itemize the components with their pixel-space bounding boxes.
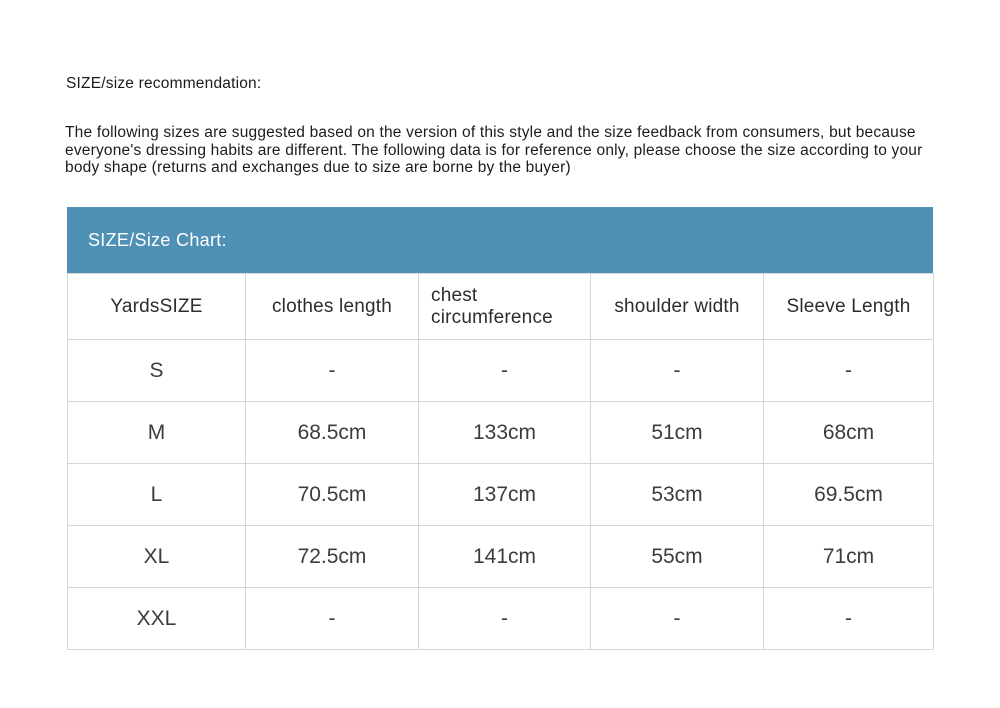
cell-clothes-length: 68.5cm [245, 401, 419, 464]
cell-size: M [67, 401, 246, 464]
cell-shoulder-width: - [590, 587, 764, 650]
cell-clothes-length: 70.5cm [245, 463, 419, 526]
column-header-chest-circumference: chest circumference [418, 273, 591, 340]
column-header-sleeve-length: Sleeve Length [763, 273, 934, 340]
table-row-xxl: XXL - - - - [67, 587, 934, 650]
size-disclaimer-text: The following sizes are suggested based … [65, 124, 923, 176]
cell-shoulder-width: 51cm [590, 401, 764, 464]
cell-shoulder-width: 55cm [590, 525, 764, 588]
cell-size: XL [67, 525, 246, 588]
cell-shoulder-width: 53cm [590, 463, 764, 526]
table-header-row: YardsSIZE clothes length chest circumfer… [67, 273, 934, 340]
table-row-m: M 68.5cm 133cm 51cm 68cm [67, 401, 934, 464]
cell-sleeve-length: 69.5cm [763, 463, 934, 526]
column-header-clothes-length: clothes length [245, 273, 419, 340]
cell-size: S [67, 339, 246, 402]
cell-chest-circumference: 141cm [418, 525, 591, 588]
size-chart-title: SIZE/Size Chart: [88, 229, 227, 250]
cell-sleeve-length: - [763, 587, 934, 650]
cell-chest-circumference: - [418, 587, 591, 650]
size-chart-table: YardsSIZE clothes length chest circumfer… [67, 273, 934, 650]
cell-clothes-length: - [245, 587, 419, 650]
cell-size: XXL [67, 587, 246, 650]
cell-clothes-length: - [245, 339, 419, 402]
table-row-l: L 70.5cm 137cm 53cm 69.5cm [67, 463, 934, 526]
cell-size: L [67, 463, 246, 526]
cell-chest-circumference: - [418, 339, 591, 402]
table-row-s: S - - - - [67, 339, 934, 402]
cell-chest-circumference: 137cm [418, 463, 591, 526]
cell-shoulder-width: - [590, 339, 764, 402]
column-header-shoulder-width: shoulder width [590, 273, 764, 340]
column-header-size: YardsSIZE [67, 273, 246, 340]
cell-sleeve-length: - [763, 339, 934, 402]
table-row-xl: XL 72.5cm 141cm 55cm 71cm [67, 525, 934, 588]
size-chart-title-bar: SIZE/Size Chart: [67, 207, 933, 273]
cell-clothes-length: 72.5cm [245, 525, 419, 588]
cell-sleeve-length: 71cm [763, 525, 934, 588]
cell-chest-circumference: 133cm [418, 401, 591, 464]
cell-sleeve-length: 68cm [763, 401, 934, 464]
section-heading: SIZE/size recommendation: [66, 75, 262, 92]
